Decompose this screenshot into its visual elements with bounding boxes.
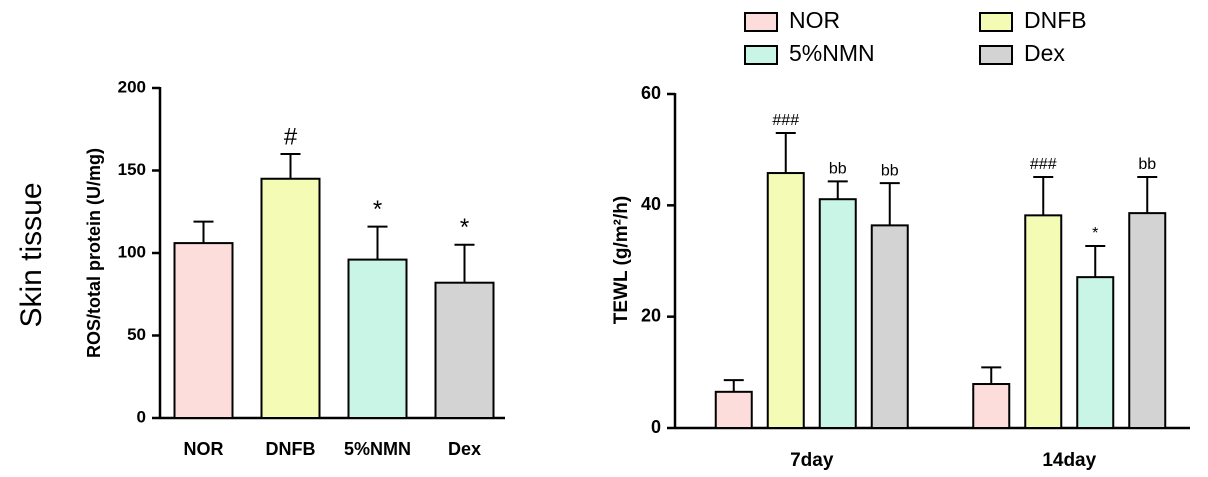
- y-tick-label: 50: [127, 325, 146, 344]
- error-bar: [1033, 175, 1054, 216]
- x-tick-label: NOR: [184, 439, 224, 459]
- error-bar: [367, 225, 388, 260]
- bar: [1076, 276, 1115, 430]
- error-bar: [280, 153, 301, 179]
- error-bar: [981, 366, 1002, 385]
- x-tick-label: Dex: [448, 439, 481, 459]
- y-tick-label: 20: [641, 305, 661, 325]
- error-bar: [723, 379, 744, 392]
- legend-label: 5%NMN: [789, 40, 875, 66]
- bar: [1024, 214, 1063, 429]
- y-tick-label: 150: [118, 160, 146, 179]
- error-bar: [879, 182, 900, 226]
- y-tick-label: 100: [118, 242, 146, 261]
- error-bar: [1085, 244, 1106, 278]
- annotation: bb: [1138, 156, 1156, 173]
- y-tick-label: 60: [641, 83, 661, 103]
- annotation: *: [1092, 225, 1098, 242]
- error-bar: [193, 220, 214, 244]
- x-tick-label: 5%NMN: [344, 439, 411, 459]
- y-axis-label: ROS/total protein (U/mg): [84, 148, 104, 358]
- legend-swatch: [979, 12, 1013, 32]
- x-tick-label: DNFB: [266, 439, 316, 459]
- bar: [434, 281, 495, 420]
- bar: [818, 198, 857, 429]
- error-bar: [827, 180, 848, 200]
- bar: [347, 258, 408, 419]
- bar: [766, 172, 805, 429]
- annotation: bb: [881, 162, 899, 179]
- bar: [972, 383, 1011, 430]
- legend-label: NOR: [789, 7, 840, 33]
- legend-swatch: [744, 45, 778, 65]
- row-label: Skin tissue: [15, 182, 48, 327]
- error-bar: [1137, 175, 1158, 214]
- bar: [714, 390, 753, 430]
- bar: [1128, 212, 1167, 429]
- bar: [870, 224, 909, 429]
- annotation: bb: [829, 161, 847, 178]
- error-bar: [454, 243, 475, 283]
- y-axis-label: TEWL (g/m²/h): [611, 196, 632, 324]
- annotation: #: [284, 123, 298, 150]
- y-tick-label: 40: [641, 194, 661, 214]
- legend-swatch: [979, 45, 1013, 65]
- bar: [173, 242, 234, 419]
- x-tick-label: 7day: [790, 450, 834, 471]
- annotation: *: [460, 214, 469, 241]
- y-tick-label: 200: [118, 77, 146, 96]
- annotation: *: [373, 196, 382, 223]
- legend-swatch: [744, 12, 778, 32]
- annotation: ###: [1030, 156, 1057, 173]
- x-tick-label: 14day: [1042, 450, 1096, 471]
- annotation: ###: [772, 112, 799, 129]
- y-tick-label: 0: [651, 417, 661, 437]
- legend-label: DNFB: [1024, 7, 1087, 33]
- y-tick-label: 0: [137, 407, 146, 426]
- bar: [260, 177, 321, 419]
- error-bar: [775, 131, 796, 174]
- legend-label: Dex: [1024, 40, 1065, 66]
